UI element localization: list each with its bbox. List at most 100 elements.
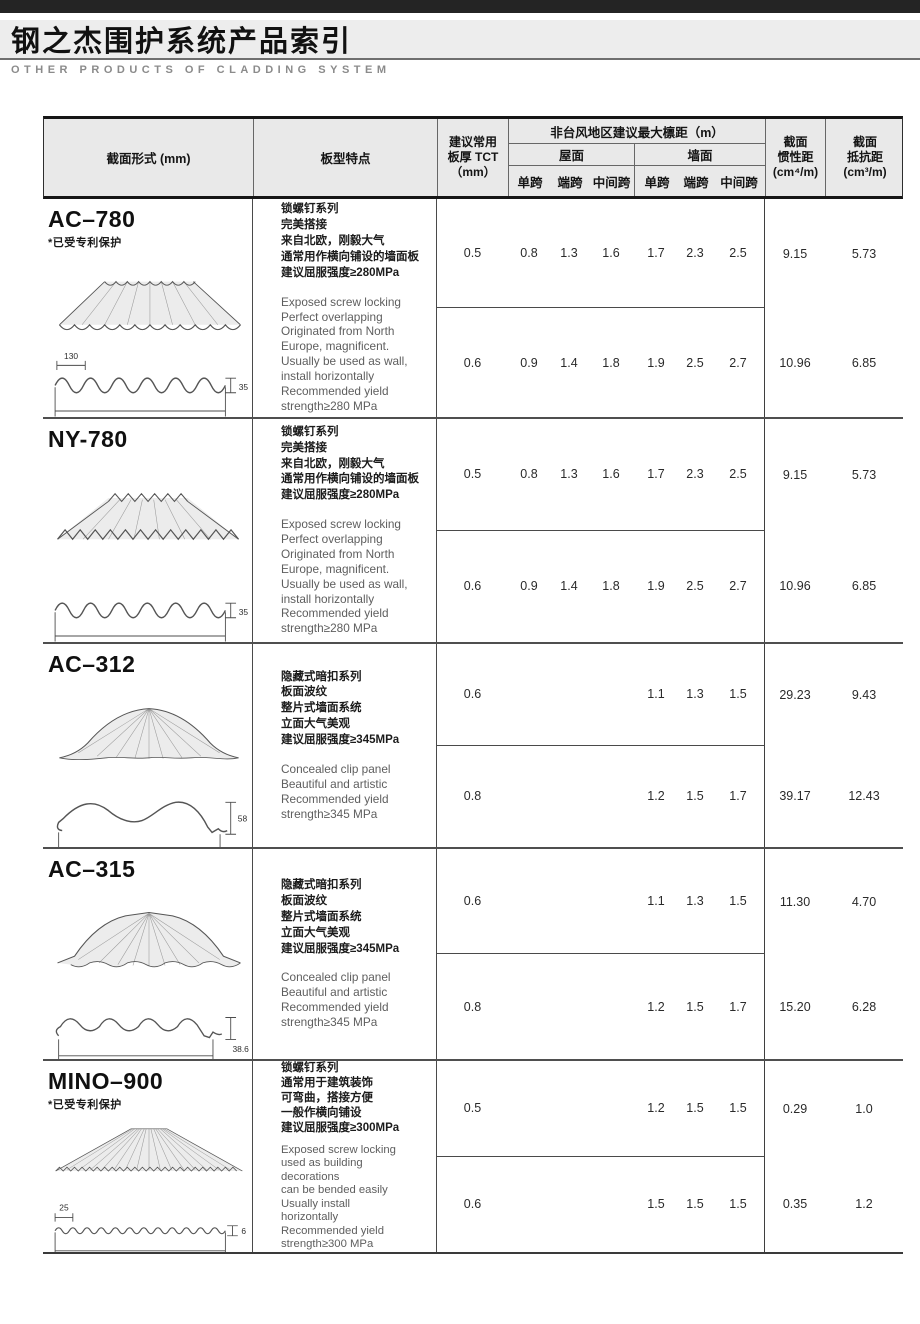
resist-value: 6.85 xyxy=(851,355,877,370)
col-header-roof-single-span: 单跨 xyxy=(517,175,543,190)
roof-single-span xyxy=(508,644,550,746)
resist-value: 1.2 xyxy=(855,1197,873,1212)
wall-end-span: 1.3 xyxy=(678,849,712,954)
thickness-value: 0.5 xyxy=(437,419,508,531)
resist-value: 6.28 xyxy=(851,999,877,1014)
product-row-ac315: AC–315 38.6 315 隐藏式暗扣系列 板面波纹 整片式墙面系统 立面大… xyxy=(43,849,903,1061)
section-cell-ny780: NY-780 35 780 xyxy=(43,419,253,642)
profile-drawing: 130 35 780 xyxy=(54,351,249,417)
page-subtitle: OTHER PRODUCTS OF CLADDING SYSTEM xyxy=(11,64,391,76)
resist-value: 1.0 xyxy=(855,1101,873,1116)
col-header-roof-mid-span: 中间跨 xyxy=(589,166,635,196)
features-cell-ac315: 隐藏式暗扣系列 板面波纹 整片式墙面系统 立面大气美观 建议屈服强度≥345MP… xyxy=(253,849,437,1059)
wall-single-span: 1.2 xyxy=(647,999,665,1014)
dim-label-height: 6 xyxy=(241,1227,246,1236)
features-chinese: 隐藏式暗扣系列 板面波纹 整片式墙面系统 立面大气美观 建议屈服强度≥345MP… xyxy=(281,670,400,747)
features-english: Concealed clip panel Beautiful and artis… xyxy=(281,761,391,821)
section-cell-mino900: MINO–900 *已受专利保护 25 6 900 xyxy=(43,1061,253,1252)
wall-end-span: 1.5 xyxy=(686,999,704,1014)
col-header-section: 截面形式 (mm) xyxy=(44,119,254,196)
col-header-thickness: 建议常用 板厚 TCT （mm） xyxy=(438,119,509,196)
wall-single-span: 1.9 xyxy=(647,355,665,370)
resist-cell: 4.70 6.28 xyxy=(825,849,903,1059)
roof-single-span xyxy=(508,954,550,1059)
section-cell-ac315: AC–315 38.6 315 xyxy=(43,849,253,1059)
features-english: Exposed screw locking used as building d… xyxy=(281,1143,396,1251)
product-row-ac780: AC–780 *已受专利保护 130 35 780 锁螺钉系列 完美搭接 来自北… xyxy=(43,199,903,419)
table-body: AC–780 *已受专利保护 130 35 780 锁螺钉系列 完美搭接 来自北… xyxy=(43,199,903,1254)
roof-single-span xyxy=(508,1061,550,1157)
wall-mid-span: 1.5 xyxy=(712,644,765,746)
roof-mid-span xyxy=(588,644,634,746)
wall-mid-span: 2.7 xyxy=(712,530,765,642)
wall-single-span: 1.7 xyxy=(634,419,678,531)
panel-3d-drawing xyxy=(57,492,240,541)
inertia-value: 9.15 xyxy=(782,246,808,261)
panel-3d-drawing xyxy=(58,280,241,331)
inertia-cell: 11.30 15.20 xyxy=(765,849,825,1059)
wall-end-span: 1.5 xyxy=(686,1197,704,1212)
section-cell-ac780: AC–780 *已受专利保护 130 35 780 xyxy=(43,199,253,417)
inertia-cell: 29.23 39.17 xyxy=(765,644,825,847)
panel-3d-drawing xyxy=(57,912,241,968)
title-band: 钢之杰围护系统产品索引 xyxy=(0,20,920,60)
panel-3d-drawing xyxy=(59,708,239,761)
thickness-value: 0.6 xyxy=(463,355,482,370)
roof-mid-span: 1.8 xyxy=(602,355,620,370)
resist-value: 6.85 xyxy=(851,579,877,594)
features-english: Exposed screw locking Perfect overlappin… xyxy=(281,517,408,636)
roof-single-span xyxy=(508,746,550,848)
wall-single-span: 1.2 xyxy=(634,1061,678,1157)
profile-drawing: 25 6 900 xyxy=(54,1204,247,1252)
col-header-resist: 截面 抵抗距 (cm³/m) xyxy=(843,135,887,179)
product-row-ny780: NY-780 35 780 锁螺钉系列 完美搭接 来自北欧，刚毅大气 通常用作横… xyxy=(43,419,903,644)
features-cell-ac780: 锁螺钉系列 完美搭接 来自北欧，刚毅大气 通常用作横向铺设的墙面板 建议屈服强度… xyxy=(253,199,437,417)
wall-mid-span: 2.5 xyxy=(712,199,765,308)
product-title: AC–780 xyxy=(48,206,136,232)
roof-single-span xyxy=(508,1157,550,1253)
col-header-wall: 墙面 xyxy=(635,144,766,166)
thickness-value: 0.8 xyxy=(463,789,482,804)
dim-label-pitch: 130 xyxy=(64,351,78,361)
resist-value: 4.70 xyxy=(851,894,877,909)
roof-single-span: 0.9 xyxy=(520,579,538,594)
resist-value: 12.43 xyxy=(848,789,880,804)
inertia-value: 0.29 xyxy=(782,1101,808,1116)
profile-drawing: 38.6 315 xyxy=(55,1017,249,1059)
inertia-value: 15.20 xyxy=(779,999,811,1014)
features-cell-ac312: 隐藏式暗扣系列 板面波纹 整片式墙面系统 立面大气美观 建议屈服强度≥345MP… xyxy=(253,644,437,847)
product-title: NY-780 xyxy=(48,426,128,452)
patent-note: *已受专利保护 xyxy=(48,237,122,250)
inertia-cell: 9.15 10.96 xyxy=(765,199,825,417)
inertia-cell: 0.29 0.35 xyxy=(765,1061,825,1252)
inertia-value: 10.96 xyxy=(779,355,811,370)
resist-cell: 1.0 1.2 xyxy=(825,1061,903,1252)
roof-mid-span xyxy=(588,1061,634,1157)
resist-cell: 5.73 6.85 xyxy=(825,199,903,417)
product-title: AC–312 xyxy=(48,651,136,677)
thickness-value: 0.5 xyxy=(437,1061,508,1157)
roof-mid-span: 1.6 xyxy=(588,199,634,308)
product-row-mino900: MINO–900 *已受专利保护 25 6 900 锁螺钉系列 通常用于建筑装饰… xyxy=(43,1061,903,1252)
roof-end-span: 1.3 xyxy=(550,199,588,308)
roof-end-span xyxy=(550,1157,588,1253)
wall-single-span: 1.2 xyxy=(647,789,665,804)
roof-end-span: 1.3 xyxy=(550,419,588,531)
inertia-value: 10.96 xyxy=(779,579,811,594)
features-cell-ny780: 锁螺钉系列 完美搭接 来自北欧，刚毅大气 通常用作横向铺设的墙面板 建议屈服强度… xyxy=(253,419,437,642)
wall-single-span: 1.1 xyxy=(634,644,678,746)
wall-end-span: 2.5 xyxy=(686,355,704,370)
thickness-value: 0.6 xyxy=(463,1197,482,1212)
wall-mid-span: 1.5 xyxy=(712,849,765,954)
dim-label-height: 35 xyxy=(239,382,249,392)
wall-mid-span: 2.5 xyxy=(712,419,765,531)
roof-mid-span xyxy=(588,1157,634,1253)
roof-end-span xyxy=(550,954,588,1059)
roof-single-span: 0.8 xyxy=(508,419,550,531)
roof-end-span xyxy=(550,849,588,954)
col-header-features: 板型特点 xyxy=(254,119,438,196)
wall-end-span: 2.3 xyxy=(678,199,712,308)
col-header-roof: 屋面 xyxy=(509,144,635,166)
profile-drawing: 58 321 xyxy=(56,801,247,847)
roof-mid-span: 1.8 xyxy=(602,579,620,594)
